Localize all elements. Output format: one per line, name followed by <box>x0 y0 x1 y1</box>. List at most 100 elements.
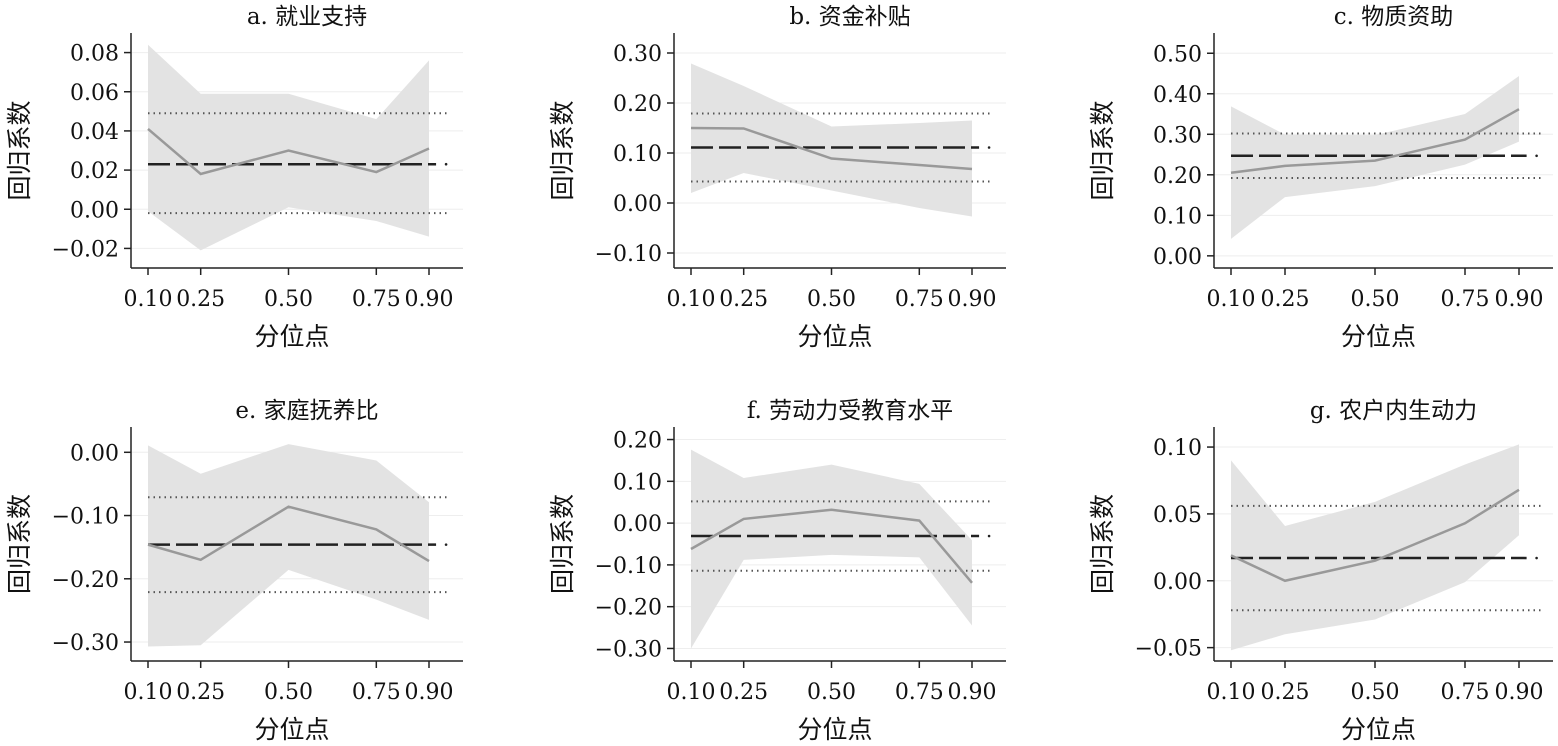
quantile-coefficient-line <box>1230 108 1520 175</box>
y-axis-label: 回归系数 <box>1088 494 1117 594</box>
quantile-coefficient-line <box>147 128 430 176</box>
y-tick-label: 0.08 <box>70 42 119 67</box>
x-axis-label: 分位点 <box>254 322 329 351</box>
y-tick-label: 0.06 <box>70 81 119 106</box>
panel-title: a. 就业支持 <box>247 4 367 30</box>
y-tick-label: 0.05 <box>1153 503 1202 528</box>
x-tick-label: 0.75 <box>1441 680 1490 705</box>
x-tick-label: 0.10 <box>1207 680 1256 705</box>
chart-panel-3: 0.500.400.300.200.100.000.10 0.25 0.50 0.75… <box>1088 4 1553 351</box>
x-tick-label: 0.75 <box>352 680 401 705</box>
x-tick-label: 0.75 <box>352 287 401 312</box>
x-tick-label: 0.75 <box>895 680 944 705</box>
y-tick-label: 0.20 <box>1153 164 1202 189</box>
x-tick-label: 0.90 <box>1495 287 1544 312</box>
x-tick-label: 0.25 <box>176 287 225 312</box>
y-tick-label: 0.10 <box>1153 204 1202 229</box>
y-axis-label: 回归系数 <box>5 100 34 200</box>
panel-title: e. 家庭抚养比 <box>235 398 378 424</box>
x-tick-label: 0.25 <box>1261 287 1310 312</box>
quantile-coefficient-line <box>690 508 973 584</box>
y-tick-label: 0.20 <box>613 92 662 117</box>
x-tick-label: 0.10 <box>124 287 173 312</box>
x-tick-label: 0.50 <box>1351 680 1400 705</box>
x-tick-label: 0.50 <box>807 680 856 705</box>
x-tick-label: 0.25 <box>719 287 768 312</box>
ols-line-end-dot <box>1535 556 1538 560</box>
y-tick-label: 0.40 <box>1153 83 1202 108</box>
chart-panel-4: 0.00 −0.10 −0.20 −0.300.10 0.25 0.50 0.75 0.90 e… <box>5 398 463 744</box>
y-axis-label: 回归系数 <box>1088 100 1117 200</box>
y-tick-label: 0.00 <box>1153 245 1202 270</box>
x-tick-label: 0.75 <box>1441 287 1490 312</box>
panel-title: g. 农户内生动力 <box>1310 398 1477 424</box>
x-tick-label: 0.90 <box>1495 680 1544 705</box>
confidence-band <box>691 449 972 649</box>
confidence-band <box>148 44 429 251</box>
ols-line-end-dot <box>987 146 991 149</box>
x-tick-label: 0.50 <box>264 287 313 312</box>
y-tick-label: −0.05 <box>1135 637 1202 662</box>
y-tick-label: 0.00 <box>613 512 662 537</box>
y-tick-label: 0.50 <box>1153 42 1202 67</box>
y-tick-label: 0.04 <box>70 120 119 145</box>
x-tick-label: 0.25 <box>176 680 225 705</box>
y-tick-label: −0.10 <box>52 505 119 530</box>
y-tick-label: −0.10 <box>595 554 662 579</box>
x-tick-label: 0.25 <box>1261 680 1310 705</box>
x-axis-label: 分位点 <box>254 715 329 744</box>
ols-line-end-dot <box>987 534 991 538</box>
panel-title: f. 劳动力受教育水平 <box>747 398 953 424</box>
x-tick-label: 0.90 <box>405 287 454 312</box>
y-tick-label: 0.10 <box>1153 436 1202 461</box>
x-axis-label: 分位点 <box>1341 322 1416 351</box>
confidence-band <box>1231 75 1519 239</box>
chart-panel-2: 0.300.200.100.00−0.100.10 0.25 0.50 0.75 0.9… <box>548 4 1006 351</box>
y-tick-label: −0.02 <box>52 237 119 262</box>
x-tick-label: 0.50 <box>264 680 313 705</box>
x-tick-label: 0.50 <box>807 287 856 312</box>
y-tick-label: 0.00 <box>70 198 119 223</box>
chart-panel-1: 0.08 0.06 0.04 0.02 0.00 −0.020.10 0.25 0.50 0.7… <box>5 4 463 351</box>
x-tick-label: 0.90 <box>405 680 454 705</box>
x-tick-label: 0.50 <box>1351 287 1400 312</box>
y-tick-label: 0.20 <box>613 429 662 454</box>
x-tick-label: 0.10 <box>667 680 716 705</box>
x-axis-label: 分位点 <box>797 322 872 351</box>
y-tick-label: 0.02 <box>70 159 119 184</box>
y-tick-label: 0.10 <box>613 142 662 167</box>
y-tick-label: 0.00 <box>1153 570 1202 595</box>
x-tick-label: 0.90 <box>948 287 997 312</box>
quantile-coefficient-line <box>1230 488 1520 583</box>
y-tick-label: −0.20 <box>595 596 662 621</box>
confidence-band <box>691 63 972 217</box>
x-tick-label: 0.90 <box>948 680 997 705</box>
x-tick-label: 0.10 <box>667 287 716 312</box>
y-axis-label: 回归系数 <box>5 494 34 594</box>
x-axis-label: 分位点 <box>1341 715 1416 744</box>
ols-line-end-dot <box>444 162 448 166</box>
x-axis-label: 分位点 <box>797 715 872 744</box>
y-axis-label: 回归系数 <box>548 494 577 594</box>
y-tick-label: 0.00 <box>613 192 662 217</box>
y-tick-label: −0.20 <box>52 568 119 593</box>
ols-line-end-dot <box>444 543 448 546</box>
y-tick-label: 0.10 <box>613 470 662 495</box>
ols-line-end-dot <box>1535 154 1538 158</box>
y-tick-label: 0.30 <box>613 42 662 67</box>
x-tick-label: 0.10 <box>124 680 173 705</box>
y-tick-label: 0.00 <box>70 441 119 466</box>
x-tick-label: 0.10 <box>1207 287 1256 312</box>
chart-panel-6: 0.100.050.00−0.050.10 0.25 0.50 0.75 0.90g. … <box>1088 398 1553 744</box>
x-tick-label: 0.25 <box>719 680 768 705</box>
panel-title: c. 物质资助 <box>1334 4 1454 30</box>
chart-panel-5: 0.200.100.00−0.10−0.20−0.300.10 0.25 0.50 0… <box>548 398 1006 744</box>
confidence-band <box>1231 444 1519 651</box>
y-tick-label: −0.30 <box>52 631 119 656</box>
panel-title: b. 资金补贴 <box>789 4 910 30</box>
y-tick-label: 0.30 <box>1153 123 1202 148</box>
y-axis-label: 回归系数 <box>548 100 577 200</box>
quantile-coefficient-line <box>690 126 973 171</box>
y-tick-label: −0.30 <box>595 637 662 662</box>
